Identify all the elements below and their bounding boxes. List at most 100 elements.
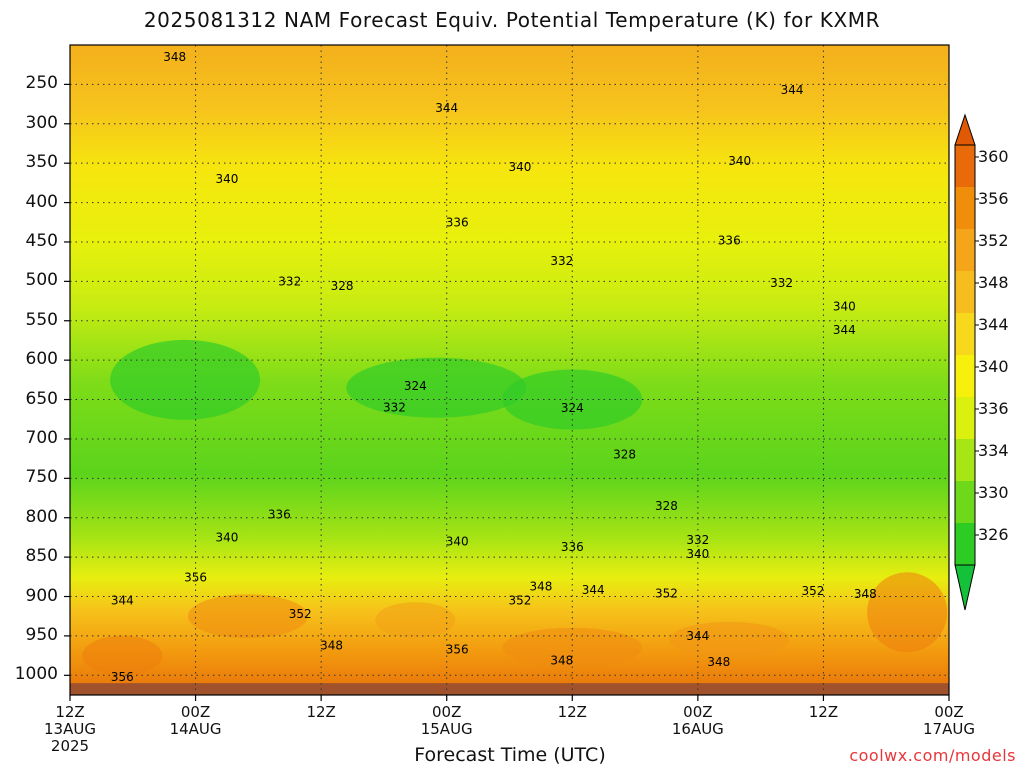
contour-label: 332 [770, 276, 793, 290]
contour-label: 356 [111, 670, 134, 684]
colorbar-tick-label: 356 [978, 189, 1009, 208]
contour-label: 352 [802, 584, 825, 598]
y-tick-label: 1000 [14, 664, 58, 685]
contour-label: 340 [686, 547, 709, 561]
y-tick-label: 650 [25, 388, 58, 409]
contour-label: 324 [404, 379, 427, 393]
colorbar-segment [955, 481, 975, 523]
y-tick-label: 550 [25, 309, 58, 330]
credit-text: coolwx.com/models [849, 746, 1016, 765]
colorbar-segment [955, 187, 975, 229]
contour-label: 344 [833, 323, 856, 337]
contour-label: 340 [446, 534, 469, 548]
contour-label: 348 [320, 638, 343, 652]
colorbar-segment [955, 439, 975, 481]
contour-label: 348 [550, 653, 573, 667]
y-tick-label: 300 [25, 112, 58, 133]
contour-label: 328 [331, 279, 354, 293]
warm-moist-region [502, 627, 643, 668]
warm-moist-region [669, 621, 790, 658]
colorbar-tick-label: 352 [978, 231, 1009, 250]
contour-label: 328 [655, 499, 678, 513]
colorbar-tick-label: 344 [978, 315, 1009, 334]
colorbar-tick-label: 348 [978, 273, 1009, 292]
colorbar-tick-label: 334 [978, 441, 1009, 460]
contour-label: 332 [383, 400, 406, 414]
contour-label: 348 [529, 579, 552, 593]
contour-label: 348 [163, 50, 186, 64]
colorbar-segment [955, 271, 975, 313]
colorbar-segment [955, 523, 975, 565]
x-tick-label: 12Z [306, 703, 336, 721]
warm-moist-region [375, 602, 456, 639]
contour-label: 348 [707, 655, 730, 669]
contour-label: 356 [184, 571, 207, 585]
contour-label: 352 [289, 607, 312, 621]
colorbar-segment [955, 355, 975, 397]
colorbar-tick-label: 336 [978, 399, 1009, 418]
x-tick-label: 12Z 13AUG 2025 [44, 703, 96, 755]
colorbar-segment [955, 229, 975, 271]
colorbar-tick-label: 330 [978, 483, 1009, 502]
warm-moist-region [187, 594, 308, 639]
contour-label: 344 [111, 593, 134, 607]
contour-label: 336 [718, 233, 741, 247]
contour-label: 344 [435, 101, 458, 115]
y-tick-label: 250 [25, 73, 58, 94]
contour-label: 352 [655, 586, 678, 600]
contour-label: 324 [561, 401, 584, 415]
y-tick-label: 800 [25, 506, 58, 527]
y-tick-label: 850 [25, 546, 58, 567]
y-tick-label: 500 [25, 270, 58, 291]
y-tick-label: 400 [25, 191, 58, 212]
colorbar-max-arrow [954, 113, 976, 146]
y-tick-label: 600 [25, 349, 58, 370]
contour-label: 328 [613, 448, 636, 462]
contour-label: 336 [446, 215, 469, 229]
contour-label: 332 [278, 274, 301, 288]
warm-moist-region [82, 635, 163, 676]
contour-label: 336 [268, 508, 291, 522]
contour-label: 340 [833, 300, 856, 314]
colorbar-tick-label: 340 [978, 357, 1009, 376]
low-theta-region [110, 339, 261, 420]
contour-label: 340 [216, 530, 239, 544]
y-tick-label: 350 [25, 152, 58, 173]
colorbar-segment [955, 145, 975, 187]
contour-label: 332 [550, 254, 573, 268]
x-tick-label: 00Z 17AUG [923, 703, 975, 738]
y-tick-label: 750 [25, 467, 58, 488]
plot-frame [69, 44, 950, 696]
warm-moist-region [867, 572, 948, 653]
low-theta-region [346, 357, 527, 418]
contour-label: 344 [686, 629, 709, 643]
x-tick-label: 00Z 14AUG [169, 703, 222, 738]
contour-label: 344 [781, 83, 804, 97]
y-tick-label: 900 [25, 585, 58, 606]
x-tick-label: 00Z 15AUG [420, 703, 473, 738]
x-tick-label: 00Z 16AUG [671, 703, 724, 738]
contour-label: 344 [582, 583, 605, 597]
contour-label: 352 [509, 593, 532, 607]
colorbar-segment [955, 313, 975, 355]
contour-label: 348 [854, 587, 877, 601]
low-theta-region [502, 369, 643, 430]
chart-title: 2025081312 NAM Forecast Equiv. Potential… [143, 8, 881, 32]
colorbar-segment [955, 397, 975, 439]
y-tick-label: 700 [25, 427, 58, 448]
colorbar-tick-label: 326 [978, 525, 1009, 544]
contour-label: 336 [561, 540, 584, 554]
colorbar-frame [954, 144, 976, 566]
ground-band [70, 683, 949, 695]
y-tick-label: 450 [25, 230, 58, 251]
y-tick-label: 950 [25, 624, 58, 645]
contour-label: 340 [728, 154, 751, 168]
contour-label: 340 [509, 160, 532, 174]
colorbar-min-arrow [954, 564, 976, 611]
contour-label: 340 [216, 172, 239, 186]
contour-label: 332 [686, 533, 709, 547]
contour-label: 356 [446, 642, 469, 656]
x-tick-label: 12Z [808, 703, 839, 721]
x-axis-label: Forecast Time (UTC) [414, 744, 606, 766]
